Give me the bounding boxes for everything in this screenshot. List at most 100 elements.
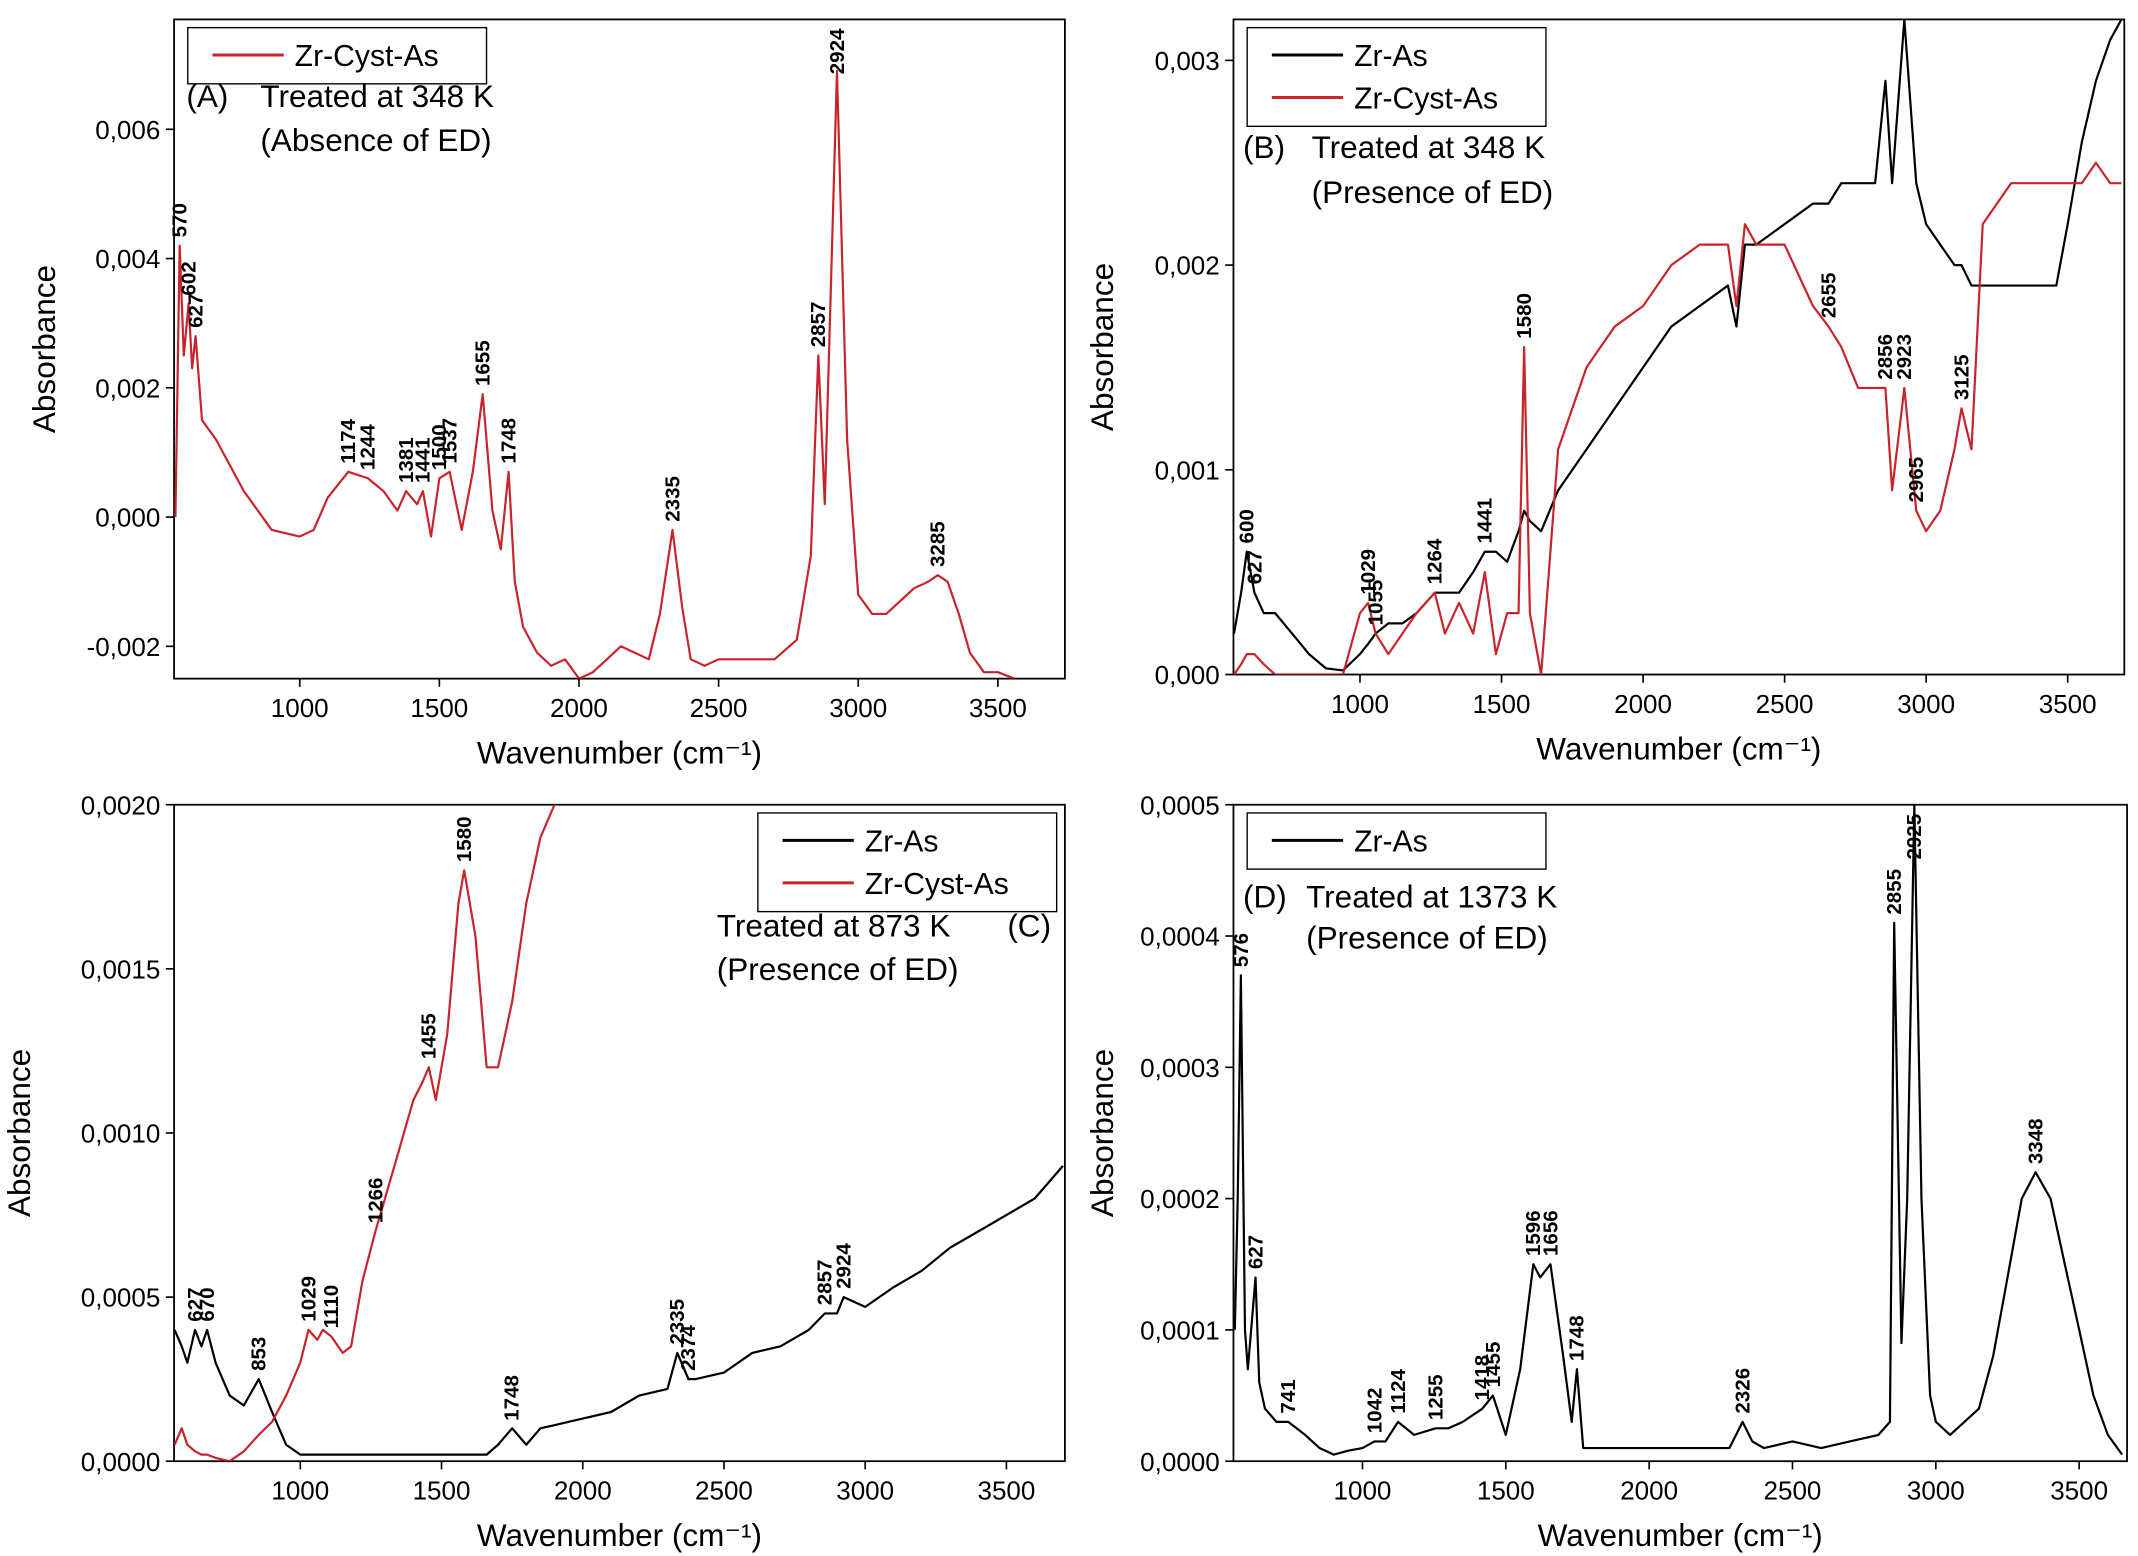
spectrum-line — [1233, 161, 2122, 675]
x-tick-label: 2500 — [695, 1476, 753, 1506]
plot-frame — [1232, 18, 2126, 676]
x-tick-label: 1000 — [1331, 689, 1389, 719]
y-tick-label: 0,000 — [1155, 660, 1220, 690]
spectrum-line — [1233, 804, 2123, 1456]
peak-label: 2923 — [1893, 334, 1916, 380]
x-tick-label: 3500 — [977, 1476, 1035, 1506]
peak-label: 2374 — [677, 1325, 700, 1371]
peak-label: 670 — [196, 1287, 219, 1321]
peak-label: 627 — [1244, 1235, 1267, 1269]
peak-label: 1655 — [471, 340, 494, 386]
x-tick-label: 1000 — [271, 693, 329, 723]
x-tick-label: 3500 — [2039, 689, 2097, 719]
peak-label: 576 — [1230, 933, 1253, 967]
panel-note: Treated at 348 K — [1312, 129, 1546, 165]
legend-label: Zr-Cyst-As — [295, 40, 439, 73]
peak-label: 600 — [1236, 509, 1259, 543]
y-tick-label: 0,006 — [95, 115, 160, 145]
y-tick-label: 0,0000 — [81, 1447, 161, 1477]
peak-label: 1500 — [428, 424, 451, 470]
panel-note: (C) — [1007, 907, 1051, 943]
peak-label: 853 — [248, 1337, 271, 1371]
legend-label: Zr-Cyst-As — [865, 868, 1009, 901]
y-tick-label: 0,0002 — [1140, 1184, 1220, 1214]
panel-note: (Absence of ED) — [260, 122, 491, 158]
peak-label: 2855 — [1883, 869, 1906, 915]
y-tick-label: 0,001 — [1155, 455, 1220, 485]
peak-label: 1029 — [297, 1276, 320, 1322]
spectrum-line — [1233, 19, 2123, 672]
y-tick-label: 0,002 — [95, 373, 160, 403]
peak-label: 2965 — [1905, 457, 1928, 503]
peak-label: 2857 — [807, 302, 830, 348]
plot-frame — [1232, 803, 2128, 1463]
x-tick-label: 2500 — [1756, 689, 1814, 719]
x-tick-label: 3000 — [829, 693, 887, 723]
peak-label: 2924 — [833, 1243, 856, 1289]
x-tick-label: 2000 — [550, 693, 608, 723]
x-axis-label: Wavenumber (cm⁻¹) — [477, 735, 762, 771]
y-axis-label: Absorbance — [1084, 263, 1120, 431]
x-axis-label: Wavenumber (cm⁻¹) — [477, 1517, 762, 1553]
peak-label: 1255 — [1424, 1374, 1447, 1420]
peak-label: 1381 — [395, 437, 418, 483]
peak-label: 1441 — [412, 437, 435, 483]
legend-label: Zr-Cyst-As — [1354, 83, 1498, 116]
x-tick-label: 1500 — [410, 693, 468, 723]
peak-label: 1441 — [1474, 498, 1497, 544]
peak-label: 2655 — [1817, 273, 1840, 319]
peak-label: 1455 — [1482, 1342, 1505, 1388]
x-tick-label: 2500 — [690, 693, 748, 723]
panel-note: (D) — [1243, 879, 1287, 915]
legend-box — [1246, 26, 1547, 128]
y-tick-label: 0,0001 — [1140, 1315, 1220, 1345]
peak-label: 627 — [184, 294, 207, 328]
y-tick-label: 0,0005 — [81, 1283, 161, 1313]
y-tick-label: 0,0005 — [1140, 790, 1220, 820]
panel-note: (Presence of ED) — [717, 951, 959, 987]
y-tick-label: 0,002 — [1155, 251, 1220, 281]
x-tick-label: 2000 — [554, 1476, 612, 1506]
peak-label: 1748 — [497, 418, 520, 464]
y-tick-label: 0,000 — [95, 503, 160, 533]
x-tick-label: 1500 — [413, 1476, 471, 1506]
peak-label: 570 — [168, 203, 191, 237]
peak-label: 1244 — [357, 424, 380, 470]
peak-label: 1748 — [1566, 1315, 1589, 1361]
peak-label: 2335 — [666, 1299, 689, 1345]
x-axis-label: Wavenumber (cm⁻¹) — [1538, 1517, 1823, 1553]
peak-label: 627 — [1243, 550, 1266, 584]
peak-label: 3125 — [1950, 354, 1973, 400]
spectrum-line — [174, 1165, 1064, 1456]
peak-label: 1124 — [1387, 1368, 1410, 1413]
x-axis-label: Wavenumber (cm⁻¹) — [1536, 730, 1821, 766]
peak-label: 1042 — [1363, 1388, 1386, 1434]
peak-label: 1266 — [364, 1177, 387, 1223]
legend-label: Zr-As — [865, 825, 939, 858]
peak-label: 3285 — [927, 521, 950, 567]
y-axis-label: Absorbance — [26, 265, 62, 433]
x-tick-label: 1000 — [1334, 1476, 1392, 1506]
y-tick-label: 0,0004 — [1140, 922, 1220, 952]
x-tick-label: 1000 — [271, 1476, 329, 1506]
peak-label: 1264 — [1424, 538, 1447, 584]
panel-note: Treated at 873 K — [717, 907, 951, 943]
peak-label: 602 — [177, 261, 200, 295]
peak-label: 2924 — [826, 28, 849, 74]
peak-label: 1418 — [1471, 1355, 1494, 1401]
peak-label: 3348 — [2024, 1118, 2047, 1164]
peak-label: 2326 — [1731, 1368, 1754, 1414]
x-tick-label: 3000 — [836, 1476, 894, 1506]
y-tick-label: 0,0020 — [81, 790, 161, 820]
y-tick-label: 0,0010 — [81, 1119, 161, 1149]
peak-label: 1580 — [453, 816, 476, 862]
peak-label: 2856 — [1874, 334, 1897, 380]
peak-label: 1656 — [1539, 1210, 1562, 1256]
peak-label: 1596 — [1522, 1210, 1545, 1256]
x-tick-label: 2000 — [1614, 689, 1672, 719]
y-tick-label: 0,003 — [1155, 46, 1220, 76]
peak-label: 1748 — [500, 1375, 523, 1421]
x-tick-label: 3000 — [1907, 1476, 1965, 1506]
x-tick-label: 3500 — [2050, 1476, 2108, 1506]
